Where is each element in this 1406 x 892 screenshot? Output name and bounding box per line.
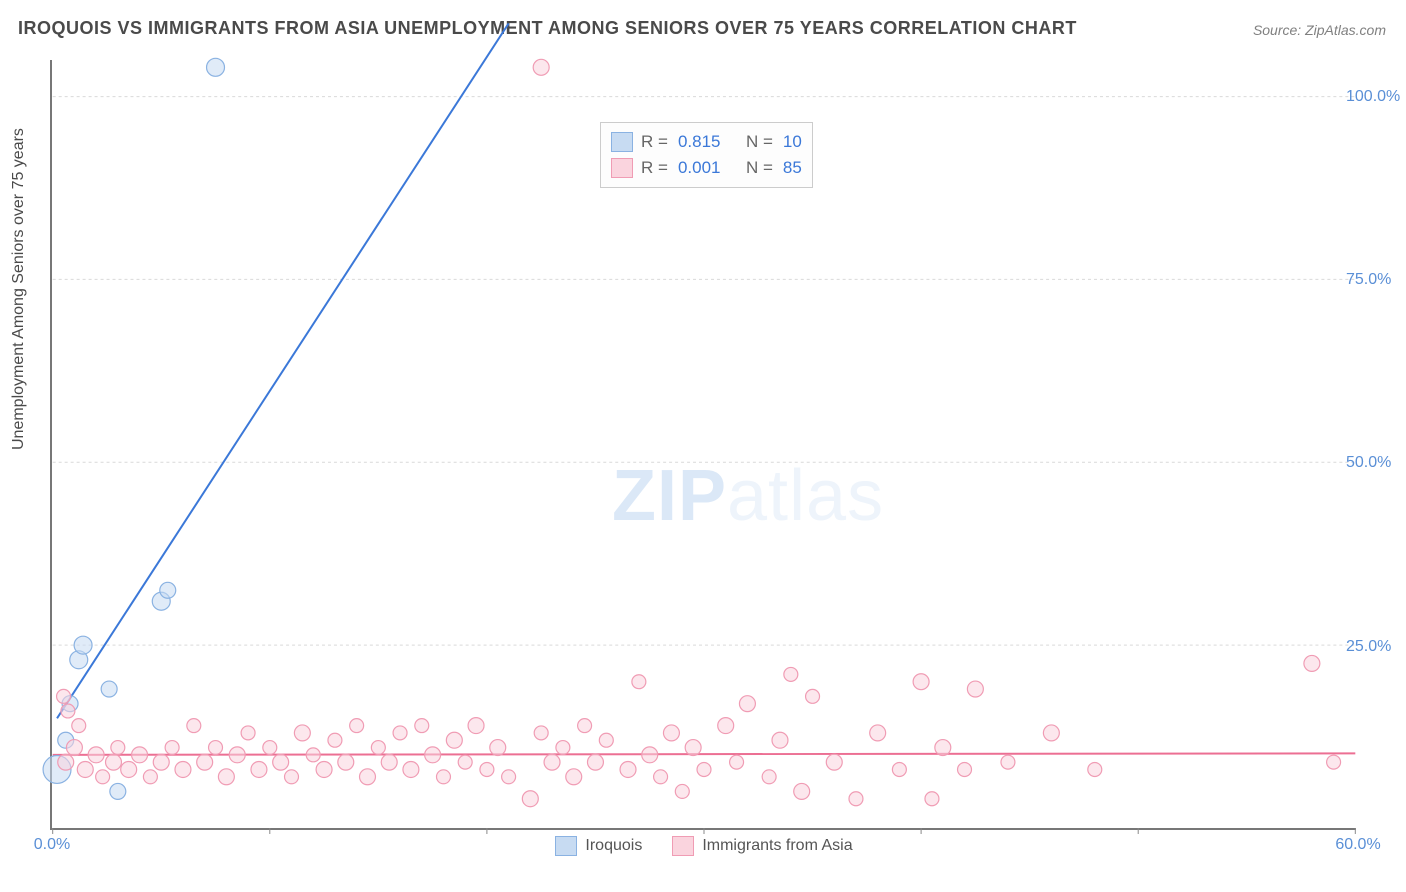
swatch-iroquois bbox=[611, 132, 633, 152]
y-tick-label: 25.0% bbox=[1346, 638, 1406, 656]
y-tick-label: 75.0% bbox=[1346, 271, 1406, 289]
x-tick-label: 0.0% bbox=[34, 836, 70, 854]
y-axis-label: Unemployment Among Seniors over 75 years bbox=[10, 128, 28, 450]
legend-label-iroquois: Iroquois bbox=[585, 837, 642, 855]
n-value-asia: 85 bbox=[783, 155, 802, 181]
y-tick-label: 100.0% bbox=[1346, 88, 1406, 106]
r-value-iroquois: 0.815 bbox=[678, 129, 721, 155]
stats-legend: R = 0.815 N = 10 R = 0.001 N = 85 bbox=[600, 122, 813, 188]
stats-row-iroquois: R = 0.815 N = 10 bbox=[611, 129, 802, 155]
r-label: R = bbox=[641, 155, 668, 181]
source-label: Source: ZipAtlas.com bbox=[1253, 22, 1386, 38]
y-tick-label: 50.0% bbox=[1346, 454, 1406, 472]
swatch-asia-icon bbox=[672, 836, 694, 856]
chart-container: IROQUOIS VS IMMIGRANTS FROM ASIA UNEMPLO… bbox=[0, 0, 1406, 892]
legend-item-asia: Immigrants from Asia bbox=[672, 836, 852, 856]
n-label: N = bbox=[746, 129, 773, 155]
x-tick-label: 60.0% bbox=[1335, 836, 1380, 854]
stats-row-asia: R = 0.001 N = 85 bbox=[611, 155, 802, 181]
r-value-asia: 0.001 bbox=[678, 155, 721, 181]
legend-label-asia: Immigrants from Asia bbox=[702, 837, 852, 855]
n-value-iroquois: 10 bbox=[783, 129, 802, 155]
chart-title: IROQUOIS VS IMMIGRANTS FROM ASIA UNEMPLO… bbox=[18, 18, 1077, 39]
series-legend: Iroquois Immigrants from Asia bbox=[52, 836, 1356, 856]
legend-item-iroquois: Iroquois bbox=[555, 836, 642, 856]
r-label: R = bbox=[641, 129, 668, 155]
swatch-asia bbox=[611, 158, 633, 178]
n-label: N = bbox=[746, 155, 773, 181]
plot-area: ZIPatlas R = 0.815 N = 10 R = 0.001 N = … bbox=[50, 60, 1356, 830]
swatch-iroquois-icon bbox=[555, 836, 577, 856]
